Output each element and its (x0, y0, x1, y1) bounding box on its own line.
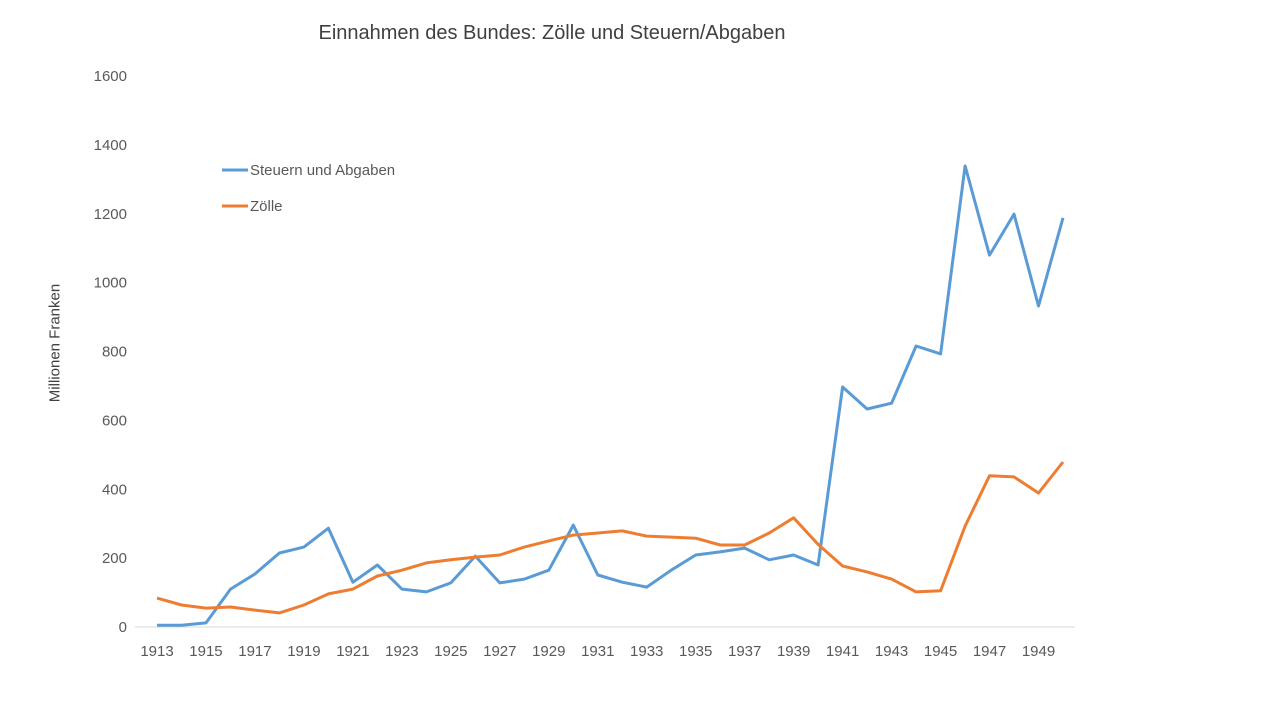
x-tick-label: 1937 (728, 643, 761, 660)
x-tick-label: 1919 (287, 643, 320, 660)
y-tick-label: 800 (102, 344, 127, 361)
y-tick-label: 1600 (94, 68, 127, 85)
x-tick-label: 1943 (875, 643, 908, 660)
y-tick-label: 200 (102, 550, 127, 567)
x-tick-label: 1929 (532, 643, 565, 660)
x-tick-label: 1931 (581, 643, 614, 660)
y-tick-label: 0 (119, 619, 127, 636)
x-tick-label: 1949 (1022, 643, 1055, 660)
y-tick-label: 400 (102, 481, 127, 498)
x-tick-label: 1933 (630, 643, 663, 660)
y-tick-label: 600 (102, 412, 127, 429)
x-tick-label: 1927 (483, 643, 516, 660)
series-line-0 (157, 164, 1065, 627)
y-tick-label: 1000 (94, 275, 127, 292)
y-tick-label: 1400 (94, 137, 127, 154)
chart-title: Einnahmen des Bundes: Zölle und Steuern/… (318, 22, 786, 44)
x-tick-label: 1935 (679, 643, 712, 660)
legend-label-0: Steuern und Abgaben (250, 162, 395, 179)
x-tick-label: 1945 (924, 643, 957, 660)
x-tick-label: 1917 (238, 643, 271, 660)
x-tick-label: 1941 (826, 643, 859, 660)
x-tick-label: 1925 (434, 643, 467, 660)
x-tick-label: 1939 (777, 643, 810, 660)
series-line-1 (156, 461, 1065, 615)
y-tick-label: 1200 (94, 206, 127, 223)
x-tick-label: 1921 (336, 643, 369, 660)
x-tick-label: 1915 (189, 643, 222, 660)
x-tick-label: 1947 (973, 643, 1006, 660)
x-tick-label: 1913 (140, 643, 173, 660)
legend-label-1: Zölle (250, 198, 283, 215)
x-tick-label: 1923 (385, 643, 418, 660)
